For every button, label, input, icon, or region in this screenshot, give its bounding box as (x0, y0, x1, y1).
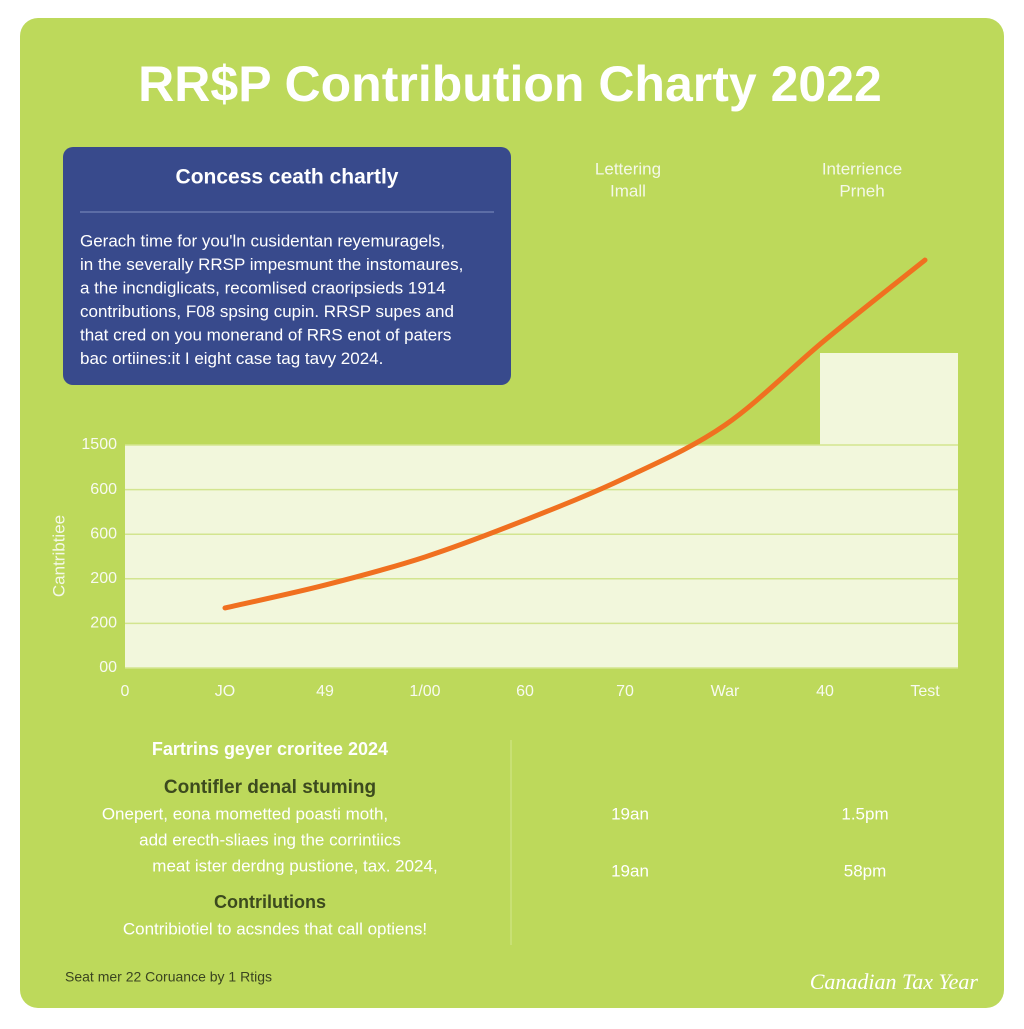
table-cell: 19an (611, 804, 649, 823)
details-line: meat ister derdng pustione, tax. 2024, (152, 856, 437, 875)
table-cell: 58pm (844, 861, 887, 880)
details-line: Onepert, eona mometted poasti moth, (102, 804, 388, 823)
info-lines: Gerach time for you'ln cusidentan reyemu… (80, 231, 463, 368)
footer-right: Canadian Tax Year (810, 969, 979, 994)
plot-area (125, 353, 958, 668)
x-tick-label: 70 (616, 683, 634, 700)
info-line: in the severally RRSP impesmunt the inst… (80, 255, 463, 274)
details-table: 19an 1.5pm 19an 58pm (611, 804, 889, 880)
x-tick-label: 40 (816, 683, 834, 700)
plot (222, 257, 928, 611)
info-line: Gerach time for you'ln cusidentan reyemu… (80, 231, 445, 250)
y-tick-label: 1500 (81, 436, 117, 453)
grid: 00 200 200 600 600 1500 0 JO 49 1/00 60 70 War 40 Test (81, 436, 958, 700)
y-axis-label: Cantribtiee (49, 515, 68, 597)
y-tick-label: 00 (99, 659, 117, 676)
info-box (63, 147, 511, 385)
x-tick-label: War (711, 683, 740, 700)
table-cell: 19an (611, 861, 649, 880)
chart-title: RR$P Contribution Charty 2022 (138, 56, 882, 112)
table-cell: 1.5pm (841, 804, 888, 823)
info-line: that cred on you monerand of RRS enot of… (80, 325, 451, 344)
y-tick-label: 600 (90, 525, 117, 542)
details-line: add erecth-sliaes ing the corrintiics (139, 830, 401, 849)
y-tick-label: 200 (90, 570, 117, 587)
line (222, 257, 928, 611)
info-line: a the incndiglicats, recomlised craorips… (80, 278, 446, 297)
x-tick-label: 0 (121, 683, 130, 700)
x-tick-label: 1/00 (409, 683, 440, 700)
y-tick-label: 200 (90, 615, 117, 632)
x-tick-label: Test (910, 683, 940, 700)
details-heading: Fartrins geyer croritee 2024 (152, 739, 388, 759)
info-line: contributions, F08 spsing cupin. RRSP su… (80, 302, 454, 321)
info-line: bac ortiines:it I eight case tag tavy 20… (80, 349, 383, 368)
y-tick-label: 600 (90, 481, 117, 498)
annotation: Imall (610, 181, 646, 200)
footer-left: Seat mer 22 Coruance by 1 Rtigs (65, 969, 272, 985)
annotation: Lettering (595, 159, 661, 178)
details-lines: Onepert, eona mometted poasti moth, add e… (102, 804, 438, 875)
details-heading: Contrilutions (214, 892, 326, 912)
details-subheading: Contifler denal stuming (164, 777, 376, 798)
x-tick-label: 60 (516, 683, 534, 700)
x-tick-label: 49 (316, 683, 334, 700)
annotation: Interrience (822, 159, 902, 178)
annotation: Prneh (839, 181, 884, 200)
x-tick-label: JO (215, 683, 235, 700)
details-line: Contribiotiel to acsndes that call optie… (123, 919, 427, 938)
info-title: Concess ceath chartly (176, 166, 399, 189)
